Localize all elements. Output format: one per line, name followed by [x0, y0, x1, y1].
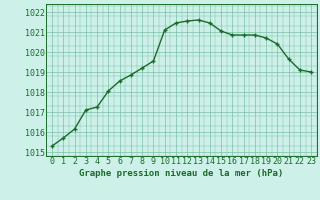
X-axis label: Graphe pression niveau de la mer (hPa): Graphe pression niveau de la mer (hPa): [79, 169, 284, 178]
